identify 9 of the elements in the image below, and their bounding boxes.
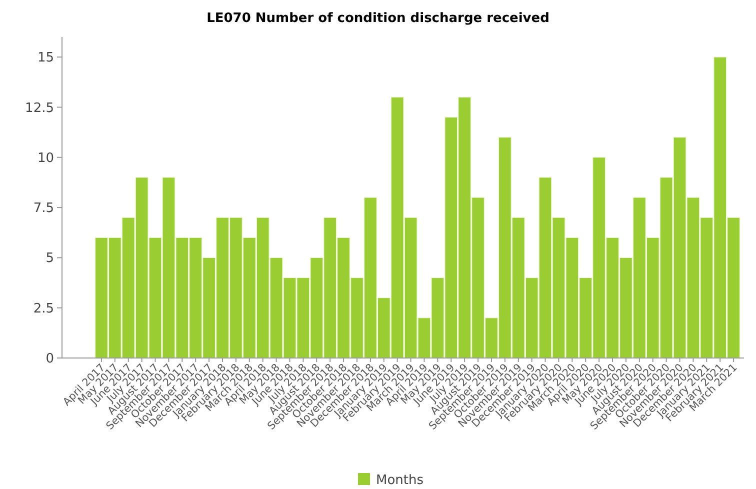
y-tick-label: 2.5	[33, 301, 54, 316]
chart-title: LE070 Number of condition discharge received	[206, 11, 550, 26]
y-tick-label: 7.5	[33, 201, 54, 216]
y-tick-label: 0	[46, 352, 54, 367]
y-tick-label: 5	[46, 251, 54, 266]
legend-label: Months	[376, 473, 424, 488]
y-tick-label: 15	[37, 50, 54, 66]
y-tick-label: 10	[37, 150, 54, 166]
y-tick-label: 12.5	[25, 100, 54, 116]
